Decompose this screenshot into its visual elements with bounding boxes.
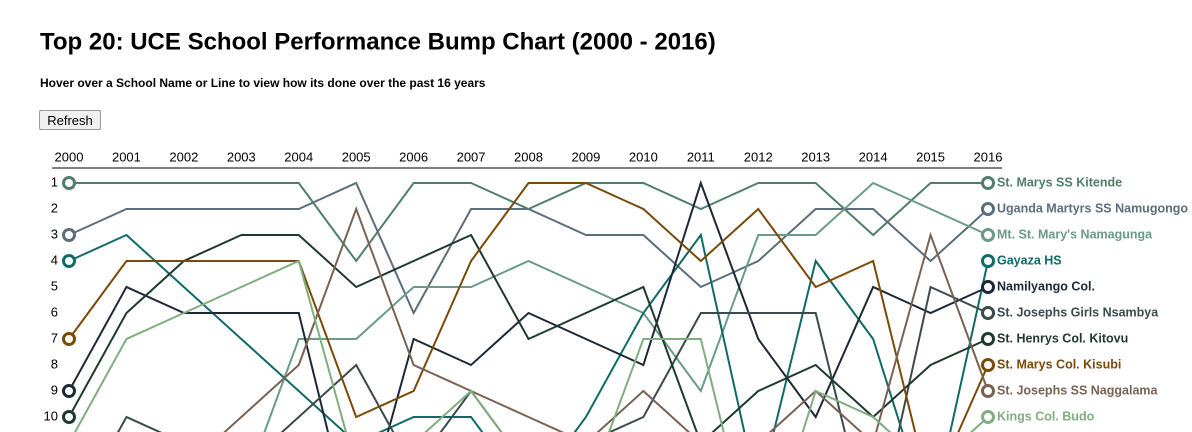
legend-label: Namilyango Col.	[997, 279, 1095, 293]
x-tick-label: 2006	[399, 149, 428, 164]
x-tick-label: 2001	[112, 149, 141, 164]
series-line	[68, 181, 989, 316]
end-marker	[981, 176, 995, 190]
end-marker	[981, 202, 995, 216]
lines	[68, 179, 989, 432]
end-marker	[981, 358, 995, 372]
x-tick-label: 2003	[227, 149, 256, 164]
series-line	[68, 182, 989, 432]
x-tick-label: 2002	[169, 149, 198, 164]
end-marker	[981, 280, 995, 294]
y-tick-label: 5	[51, 278, 58, 293]
chart-subtitle: Hover over a School Name or Line to view…	[40, 76, 486, 90]
end-marker	[981, 254, 995, 268]
end-marker	[62, 410, 76, 424]
end-marker	[62, 332, 76, 346]
y-tick-label: 3	[51, 226, 58, 241]
y-tick-label: 1	[51, 174, 58, 189]
x-tick-label: 2005	[342, 149, 371, 164]
legend-label: Mt. St. Mary's Namagunga	[997, 227, 1153, 241]
y-tick-label: 7	[51, 330, 58, 345]
x-tick-label: 2013	[801, 149, 830, 164]
series-line	[263, 181, 989, 432]
series-line	[117, 285, 989, 432]
legend-label: St. Marys Col. Kisubi	[997, 357, 1121, 371]
end-marker	[981, 410, 995, 424]
x-tick-label: 2012	[744, 149, 773, 164]
series-line	[68, 179, 989, 432]
legend-label: Kings Col. Budo	[997, 409, 1095, 423]
y-tick-label: 9	[51, 382, 58, 397]
series-line	[69, 182, 988, 263]
end-marker	[62, 254, 76, 268]
x-tick-label: 2009	[571, 149, 600, 164]
x-tick-label: 2008	[514, 149, 543, 164]
legend-label: Uganda Martyrs SS Namugongo	[997, 201, 1188, 215]
x-tick-label: 2014	[859, 149, 888, 164]
legend-label: St. Josephs SS Naggalama	[997, 383, 1159, 397]
refresh-button[interactable]: Refresh	[39, 110, 101, 130]
y-tick-label: 8	[51, 356, 58, 371]
y-tick-label: 10	[44, 408, 58, 423]
end-marker	[981, 306, 995, 320]
y-tick-label: 2	[51, 200, 58, 215]
end-marker	[981, 384, 995, 398]
y-tick-label: 4	[51, 252, 58, 267]
end-marker	[62, 176, 76, 190]
x-tick-label: 2000	[55, 149, 84, 164]
chart-title: Top 20: UCE School Performance Bump Char…	[40, 28, 716, 55]
series-line	[68, 232, 989, 432]
x-tick-label: 2016	[974, 149, 1003, 164]
series-line	[223, 206, 989, 432]
legend-label: St. Marys SS Kitende	[997, 175, 1122, 189]
legend-label: St. Henrys Col. Kitovu	[997, 331, 1128, 345]
legend-label: St. Josephs Girls Nsambya	[997, 305, 1159, 319]
end-marker	[62, 384, 76, 398]
end-marker	[62, 228, 76, 242]
end-marker	[981, 228, 995, 242]
y-tick-label: 6	[51, 304, 58, 319]
end-markers: St. Marys SS Kitende Uganda Martyrs SS Na…	[62, 175, 1188, 424]
x-tick-label: 2015	[916, 149, 945, 164]
x-tick-label: 2004	[284, 149, 313, 164]
legend-label: Gayaza HS	[997, 253, 1062, 267]
x-tick-label: 2007	[457, 149, 486, 164]
x-tick-label: 2010	[629, 149, 658, 164]
end-marker	[981, 332, 995, 346]
series-line	[68, 233, 989, 432]
series-line	[73, 259, 989, 432]
x-tick-label: 2011	[687, 149, 715, 164]
